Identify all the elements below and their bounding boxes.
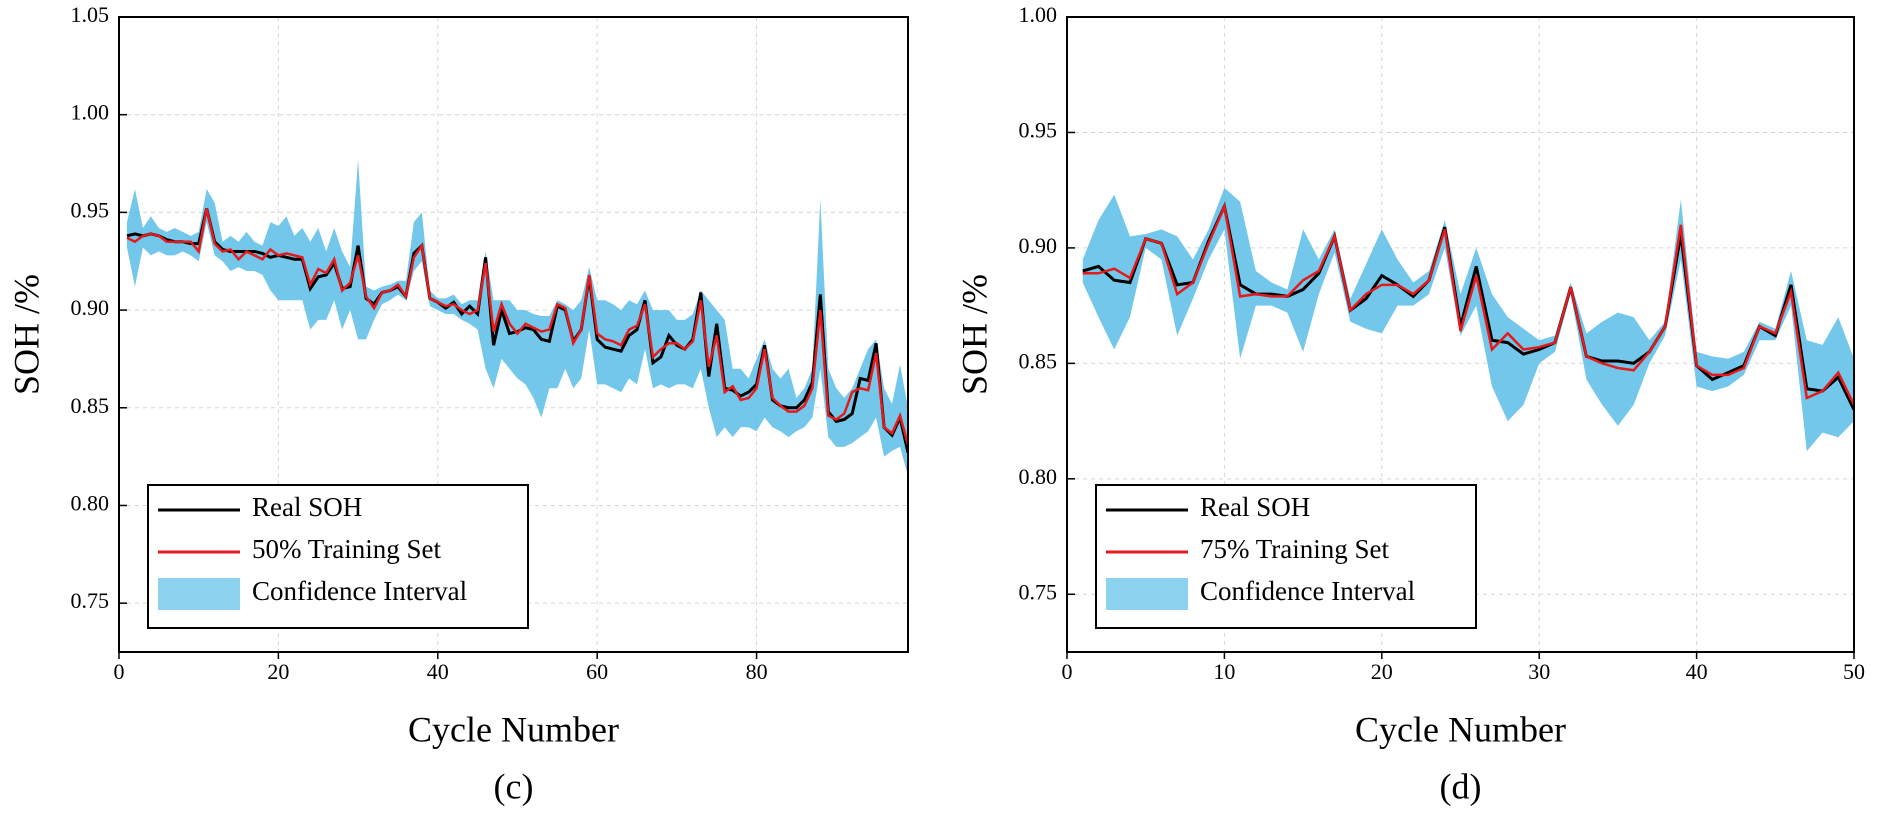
legend-label: Real SOH	[252, 492, 362, 522]
confidence-band	[1082, 187, 1854, 452]
y-tick-label: 0.80	[1019, 464, 1058, 489]
y-tick-label: 0.90	[1019, 233, 1058, 258]
legend-label: Confidence Interval	[1200, 576, 1415, 606]
caption: (d)	[1440, 766, 1482, 806]
y-tick-label: 1.05	[71, 2, 110, 27]
x-axis-label: Cycle Number	[408, 709, 619, 749]
x-tick-label: 0	[114, 659, 125, 684]
legend-label: 50% Training Set	[252, 534, 442, 564]
y-tick-label: 0.75	[1019, 579, 1058, 604]
x-tick-label: 40	[427, 659, 449, 684]
x-tick-label: 20	[1371, 659, 1393, 684]
y-tick-label: 0.95	[1019, 118, 1058, 143]
y-tick-label: 0.80	[71, 491, 110, 516]
legend-swatch	[158, 578, 240, 610]
confidence-band	[126, 159, 908, 477]
plot-frame	[1066, 16, 1855, 653]
x-tick-label: 20	[267, 659, 289, 684]
caption: (c)	[494, 766, 534, 806]
x-tick-label: 60	[586, 659, 608, 684]
y-tick-label: 0.85	[1019, 348, 1058, 373]
y-tick-label: 1.00	[71, 100, 110, 125]
y-tick-label: 0.85	[71, 393, 110, 418]
chart-panel: 0.75 0.80 0.85 0.90 0.95 1.00 0 10 20 30 40 50 Cycle…	[954, 2, 1865, 806]
y-tick-label: 0.95	[71, 197, 110, 222]
x-axis-label: Cycle Number	[1355, 709, 1566, 749]
plot-frame	[118, 16, 909, 653]
y-tick-label: 1.00	[1019, 2, 1058, 27]
legend-label: Confidence Interval	[252, 576, 467, 606]
x-tick-label: 10	[1213, 659, 1235, 684]
y-axis-label: SOH /%	[6, 274, 46, 395]
chart-panel: 0.75 0.80 0.85 0.90 0.95 1.00 1.05 0 20 40 60 80 Cyc…	[6, 2, 909, 806]
series-line	[126, 208, 908, 446]
x-tick-label: 40	[1686, 659, 1708, 684]
y-axis-label: SOH /%	[954, 274, 994, 395]
legend-label: Real SOH	[1200, 492, 1310, 522]
y-tick-label: 0.90	[71, 295, 110, 320]
series-line	[1082, 201, 1854, 406]
legend-label: 75% Training Set	[1200, 534, 1390, 564]
x-tick-label: 50	[1843, 659, 1865, 684]
x-tick-label: 30	[1528, 659, 1550, 684]
y-tick-label: 0.75	[71, 588, 110, 613]
x-tick-label: 80	[746, 659, 768, 684]
x-tick-label: 0	[1062, 659, 1073, 684]
legend-swatch	[1106, 578, 1188, 610]
